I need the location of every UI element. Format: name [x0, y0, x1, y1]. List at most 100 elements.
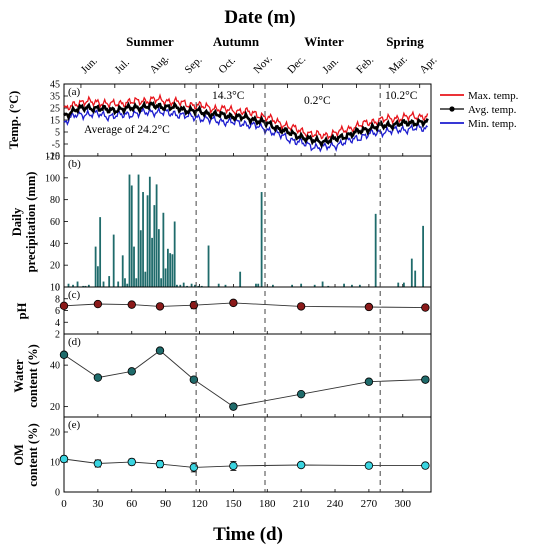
- precip-bar: [94, 246, 97, 287]
- y-tick-label: 20: [50, 402, 60, 413]
- y-axis-label-line: Daily: [10, 207, 24, 236]
- annotation-winter-avg: 0.2°C: [304, 95, 331, 107]
- precip-bar: [130, 185, 133, 287]
- precip-bar: [197, 285, 200, 287]
- precip-bar: [142, 192, 144, 287]
- month-label: Oct.: [216, 54, 238, 76]
- month-label: Aug.: [147, 52, 171, 76]
- precip-bar: [300, 283, 303, 287]
- data-point: [296, 389, 306, 399]
- data-point: [155, 346, 165, 355]
- precip-bar: [67, 283, 70, 287]
- month-label: Mar.: [387, 53, 410, 76]
- precip-bar: [194, 284, 196, 287]
- data-point: [364, 377, 374, 386]
- panel-4: 20 40 (d) Water content (%): [12, 333, 432, 418]
- panel-letter: (c): [68, 289, 81, 301]
- precip-bar: [153, 205, 156, 287]
- precip-bar: [146, 195, 149, 287]
- precip-bar: [190, 283, 193, 287]
- y-tick-label: 120: [45, 152, 60, 163]
- precip-bar: [402, 282, 405, 287]
- precip-bar: [121, 255, 124, 287]
- precip-bar: [102, 281, 105, 287]
- y-tick-label: 80: [50, 195, 60, 206]
- month-label: Feb.: [354, 54, 376, 76]
- y-tick-label: 10: [50, 283, 60, 294]
- y-axis-label-line: Water: [12, 359, 26, 393]
- y-axis-label-line: pH: [15, 302, 29, 319]
- x-tick-label: 300: [395, 498, 412, 510]
- precip-bar: [124, 278, 126, 287]
- y-tick-label: 100: [45, 173, 60, 184]
- x-tick-label: 210: [293, 498, 310, 510]
- y-tick-label: 10: [50, 458, 60, 469]
- precip-bar: [374, 213, 377, 287]
- y-tick-label: -5: [52, 140, 60, 151]
- y-axis-label: Daily precipitation (mm): [10, 172, 38, 273]
- precip-bar: [108, 276, 111, 287]
- x-tick-label: 150: [225, 498, 242, 510]
- data-point: [59, 301, 69, 310]
- precip-bar: [128, 174, 131, 287]
- legend-label: Avg. temp.: [468, 104, 517, 116]
- precip-bar: [173, 221, 176, 287]
- data-point: [421, 303, 430, 312]
- precip-bar: [257, 283, 260, 287]
- precip-bar: [313, 284, 316, 287]
- precip-bar: [82, 285, 85, 287]
- top-axis-title: Date (m): [224, 7, 295, 28]
- bottom-axis: 0 30 60 90 120 150 180 210 240 270 300 Time (d): [61, 498, 411, 545]
- month-label: Jul.: [112, 56, 132, 76]
- data-point: [127, 457, 136, 467]
- data-point: [59, 454, 69, 464]
- top-axis: Date (m) Summer Autumn Winter Spring Jun. Jul.…: [79, 7, 440, 88]
- y-tick-label: 45: [50, 80, 60, 91]
- precip-bar: [96, 266, 99, 287]
- annotation-spring-avg: 10.2°C: [385, 90, 418, 102]
- month-label: Jun.: [79, 55, 100, 76]
- precip-bar: [272, 284, 274, 287]
- series-min-temp: [63, 106, 428, 153]
- precip-bar: [137, 174, 140, 287]
- precip-bar: [327, 285, 330, 287]
- y-tick-label: -15: [47, 152, 60, 163]
- x-tick-label: 90: [160, 498, 172, 510]
- precip-bar: [148, 176, 151, 287]
- precip-bar: [135, 278, 138, 287]
- panel-frame: [63, 416, 432, 493]
- panel-5: 0 10 20 (e) OM content (%): [12, 416, 432, 499]
- precip-bar: [291, 284, 294, 287]
- precip-bar: [176, 284, 178, 287]
- precip-bar: [224, 284, 227, 287]
- panel-frame: [63, 83, 432, 157]
- data-point: [93, 299, 103, 309]
- y-tick-label: 0: [55, 488, 60, 499]
- precip-bar: [410, 258, 413, 287]
- y-tick-label: 40: [50, 361, 60, 372]
- x-tick-label: 30: [92, 498, 104, 510]
- data-point: [229, 298, 238, 308]
- precip-bar: [343, 283, 345, 287]
- month-label: Jan.: [320, 55, 341, 76]
- precip-bar: [76, 281, 79, 287]
- precip-bar: [255, 283, 257, 287]
- y-axis-label: Temp. (°C): [7, 91, 21, 150]
- y-axis-label-line: content (%): [26, 423, 40, 487]
- precip-bar: [217, 283, 220, 287]
- month-label: Dec.: [285, 53, 308, 76]
- precip-bar: [72, 284, 74, 287]
- season-label: Spring: [386, 34, 424, 49]
- data-point: [155, 459, 165, 469]
- precip-bar: [414, 270, 417, 287]
- precip-bar: [157, 229, 160, 287]
- precip-bar: [160, 278, 163, 287]
- panel-2: 0 20 40 60 80 100 120 (b) Daily precipitation (mm…: [10, 152, 432, 294]
- month-label: Apr.: [417, 54, 439, 76]
- y-axis-label-line: content (%): [26, 344, 40, 408]
- month-label: Nov.: [251, 53, 274, 76]
- precip-bar: [144, 271, 147, 287]
- precip-bar: [133, 246, 135, 287]
